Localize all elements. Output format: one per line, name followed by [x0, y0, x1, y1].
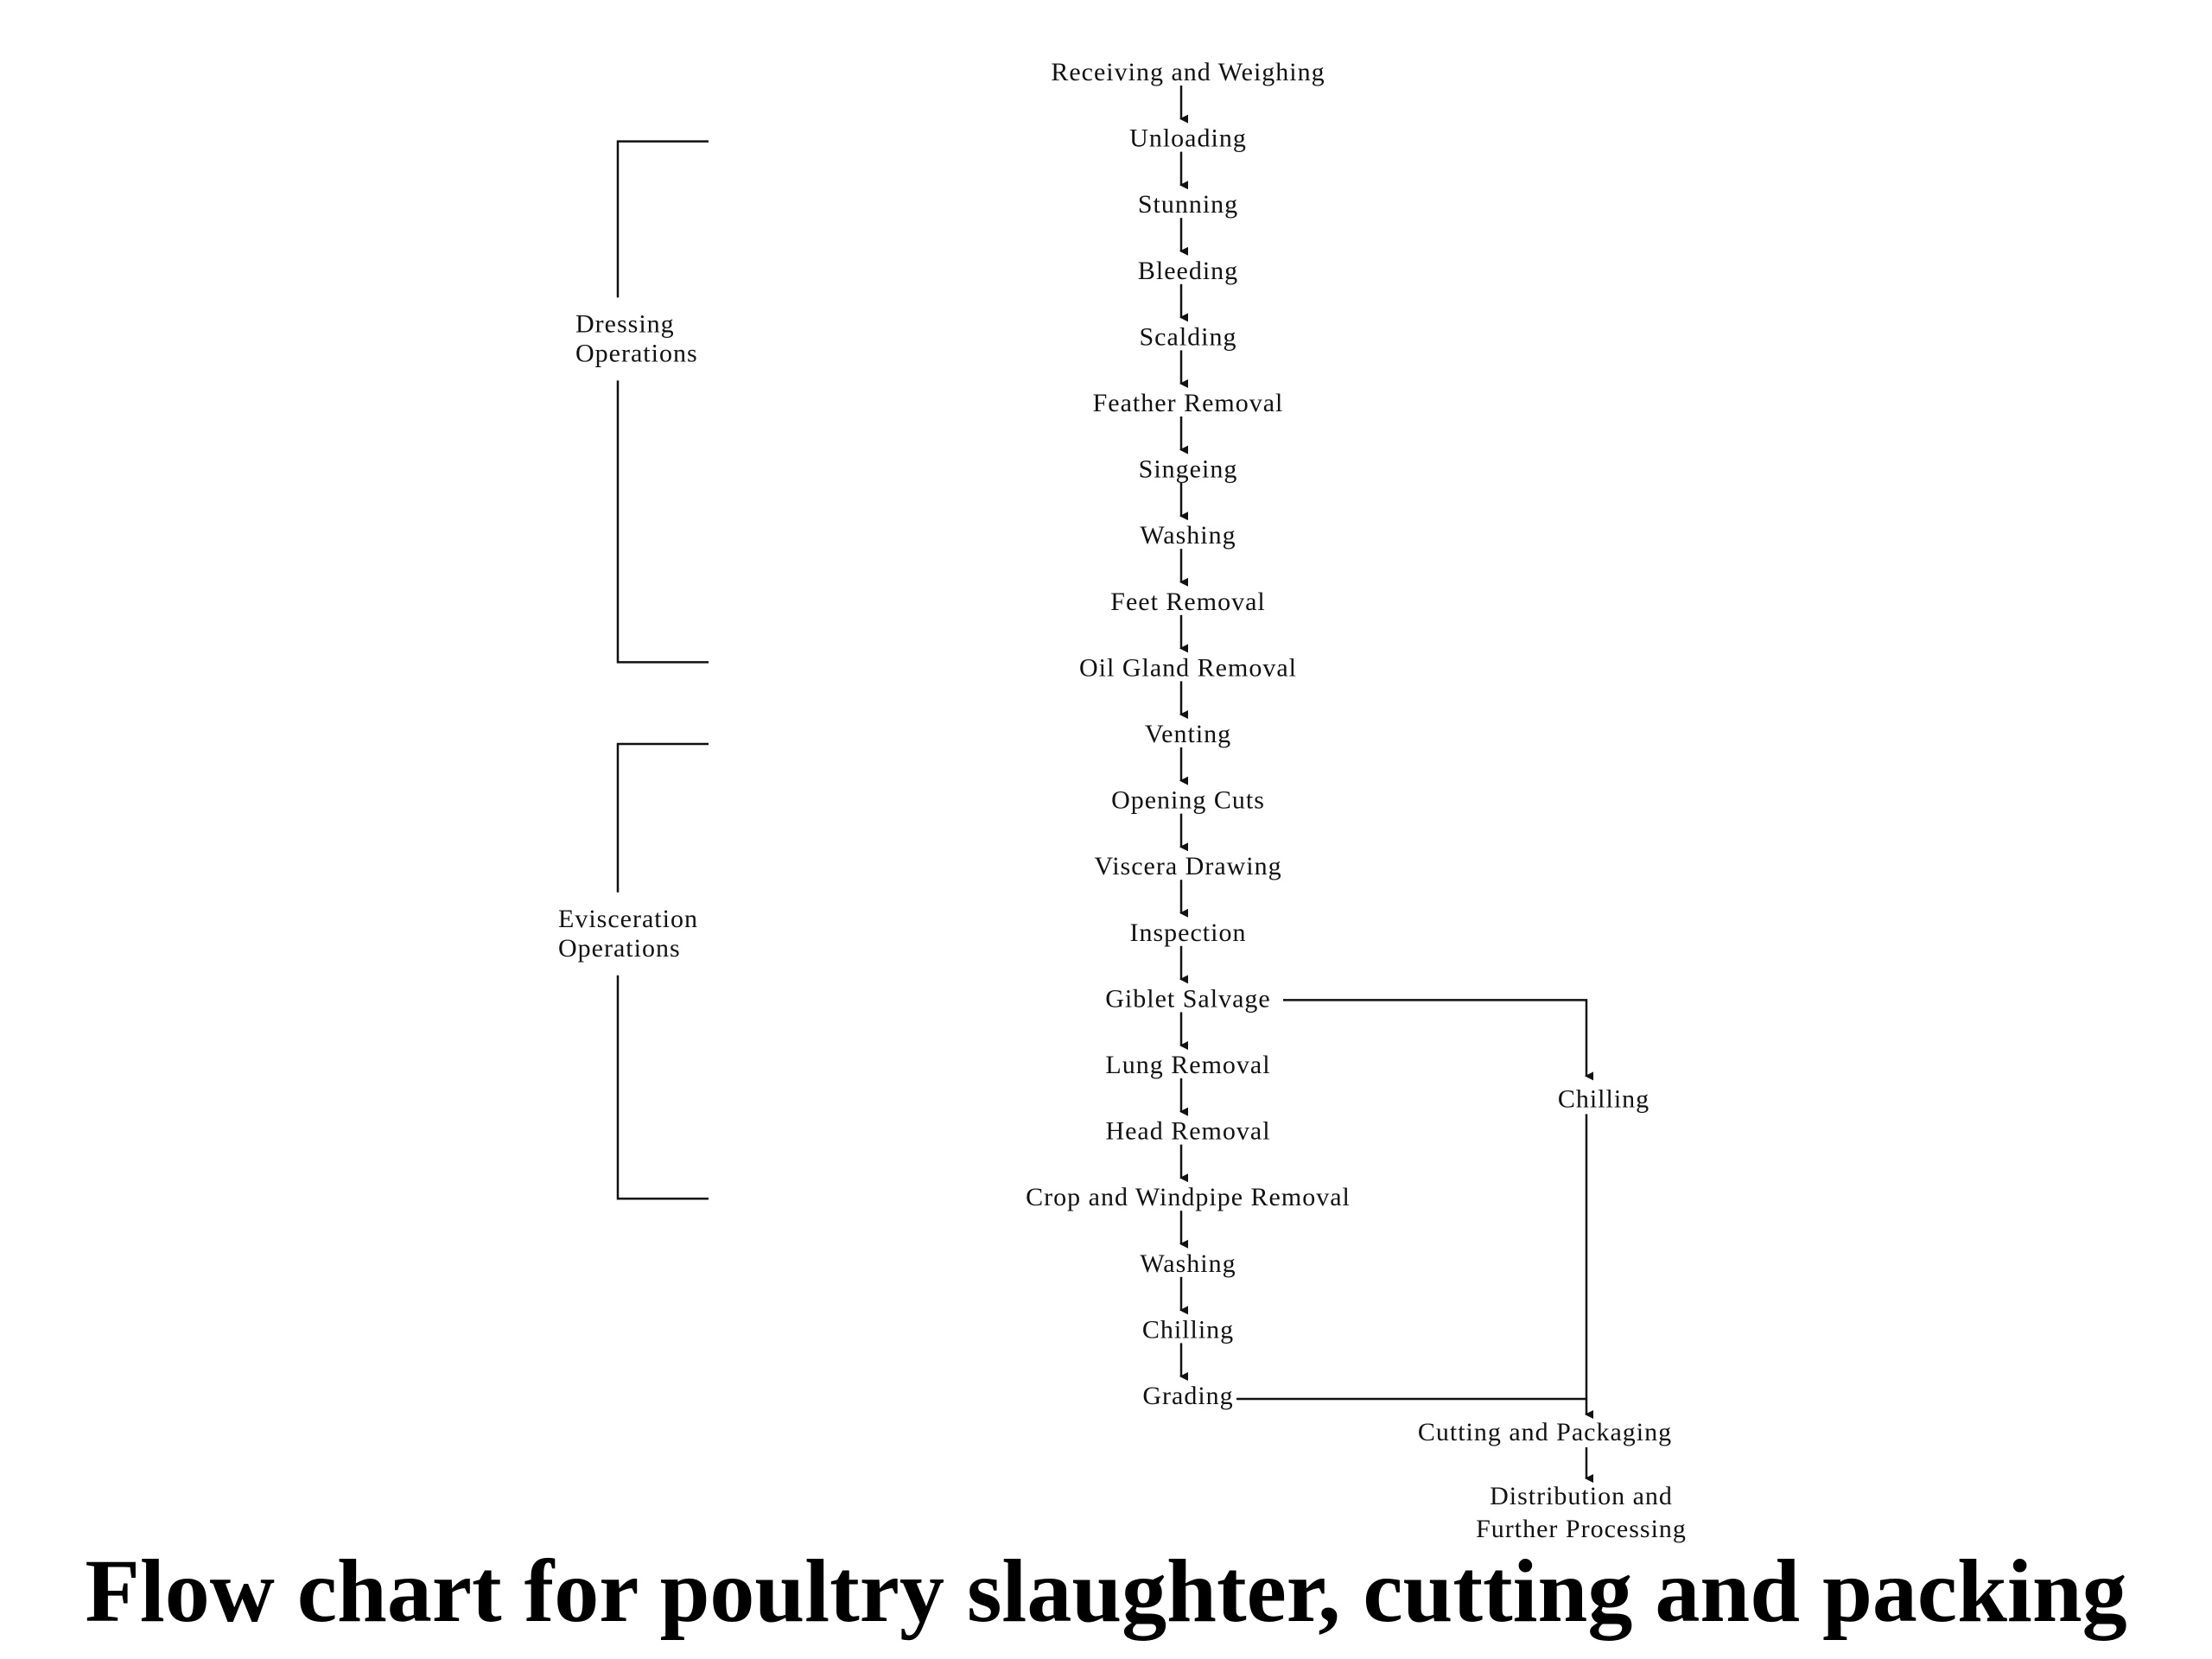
- bracket-bottom: [616, 975, 709, 1200]
- side-branch: Chilling Cutting and Packaging Distributio…: [1418, 1084, 1687, 1543]
- step-4: Bleeding: [1138, 257, 1238, 285]
- bracket-top: [616, 140, 709, 298]
- step-11: Venting: [1145, 720, 1231, 748]
- step-8: Washing: [1140, 521, 1236, 550]
- dressing-operations-label: Dressing: [575, 309, 675, 338]
- giblet-to-chilling-arrow: [1283, 999, 1593, 1081]
- step-7: Singeing: [1139, 455, 1238, 484]
- step-19: Washing: [1140, 1249, 1236, 1278]
- step-3: Stunning: [1138, 190, 1238, 219]
- step-17: Head Removal: [1105, 1117, 1270, 1146]
- step-21: Grading: [1142, 1382, 1233, 1410]
- evisceration-operations-label: Operations: [558, 934, 681, 963]
- step-9: Feet Removal: [1110, 588, 1265, 616]
- step-12: Opening Cuts: [1111, 786, 1265, 815]
- flow-connectors: [1179, 86, 1593, 1483]
- step-13: Viscera Drawing: [1094, 852, 1281, 880]
- side-distribution: Distribution and: [1490, 1482, 1673, 1510]
- step-1: Receiving and Weighing: [1051, 58, 1325, 86]
- step-15: Giblet Salvage: [1105, 984, 1270, 1013]
- step-5: Scalding: [1140, 322, 1237, 351]
- bracket-bottom: [616, 380, 709, 664]
- step-10: Oil Gland Removal: [1079, 653, 1297, 682]
- step-18: Crop and Windpipe Removal: [1026, 1183, 1351, 1211]
- step-6: Feather Removal: [1093, 389, 1284, 417]
- side-distribution: Further Processing: [1476, 1515, 1687, 1543]
- dressing-operations-label: Operations: [575, 339, 698, 367]
- step-20: Chilling: [1142, 1315, 1234, 1344]
- step-2: Unloading: [1129, 124, 1247, 153]
- bracket-top: [616, 742, 709, 893]
- process-steps: Receiving and Weighing Unloading Stunning B…: [1026, 58, 1351, 1410]
- page-title: Flow chart for poultry slaughter, cuttin…: [85, 1541, 2127, 1641]
- side-cutting-packaging: Cutting and Packaging: [1418, 1418, 1672, 1446]
- step-14: Inspection: [1130, 918, 1247, 947]
- evisceration-operations-label: Evisceration: [558, 905, 698, 933]
- side-chilling: Chilling: [1558, 1084, 1649, 1113]
- step-16: Lung Removal: [1105, 1051, 1270, 1079]
